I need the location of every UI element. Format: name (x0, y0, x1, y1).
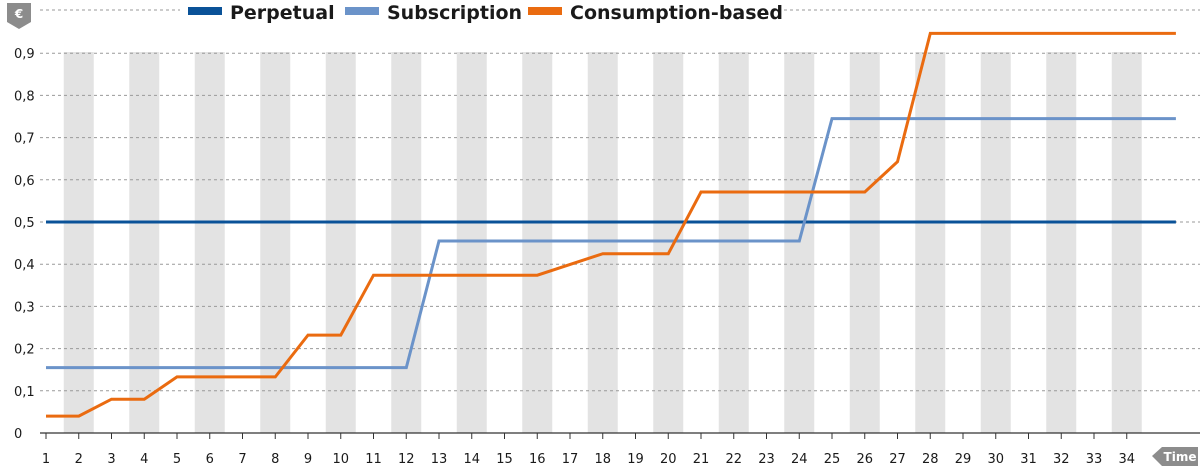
y-axis-ticks: 0 0,1 0,2 0,3 0,4 0,5 0,6 0,7 0,8 0,9 (14, 47, 35, 442)
x-tick-label: 27 (889, 452, 906, 467)
x-tick-label: 28 (922, 452, 939, 467)
x-tick-label: 33 (1086, 452, 1103, 467)
x-tick-label: 32 (1053, 452, 1070, 467)
band (63, 52, 94, 433)
y-tick-label: 0,5 (14, 216, 35, 231)
y-tick-label: 0,6 (14, 174, 35, 189)
legend-background (180, 0, 770, 24)
legend-swatch (188, 7, 222, 15)
x-tick-label: 20 (660, 452, 677, 467)
x-tick-label: 11 (365, 452, 382, 467)
x-tick-label: 18 (594, 452, 611, 467)
band (915, 52, 946, 433)
y-tick-label: 0,1 (14, 385, 35, 400)
x-tick-label: 30 (987, 452, 1004, 467)
x-tick-label: 4 (140, 452, 148, 467)
y-axis-label: € (14, 7, 23, 21)
series-line-consumption-based (46, 31, 1176, 418)
legend: Perpetual Subscription Consumption-based (180, 0, 783, 24)
x-tick-label: 10 (332, 452, 349, 467)
band (980, 52, 1011, 433)
band (325, 52, 356, 433)
x-tick-label: 16 (529, 452, 546, 467)
x-axis-time-badge: Time (1152, 447, 1198, 466)
x-tick-label: 1 (42, 452, 50, 467)
y-tick-label: 0,3 (14, 300, 35, 315)
x-tick-label: 31 (1020, 452, 1037, 467)
band (194, 52, 225, 433)
x-tick-label: 5 (173, 452, 181, 467)
x-tick-label: 24 (791, 452, 808, 467)
x-tick-label: 17 (562, 452, 579, 467)
x-tick-label: 9 (304, 452, 312, 467)
y-tick-label: 0 (14, 427, 22, 442)
x-tick-label: 22 (725, 452, 742, 467)
legend-label: Subscription (387, 2, 522, 24)
legend-label: Consumption-based (570, 2, 783, 24)
y-tick-label: 0,4 (14, 258, 35, 273)
legend-label: Perpetual (230, 2, 335, 24)
x-tick-label: 14 (463, 452, 480, 467)
band (849, 52, 880, 433)
series-line-subscription (46, 117, 1176, 370)
x-tick-label: 25 (824, 452, 841, 467)
band (129, 52, 160, 433)
x-tick-label: 8 (271, 452, 279, 467)
y-axis-unit-badge: € (7, 3, 31, 29)
x-tick-label: 15 (496, 452, 513, 467)
x-tick-label: 23 (758, 452, 775, 467)
series-lines (46, 31, 1176, 418)
x-tick-label: 13 (431, 452, 448, 467)
y-tick-label: 0,8 (14, 89, 35, 104)
band (391, 52, 422, 433)
x-tick-label: 26 (856, 452, 873, 467)
x-axis-label: Time (1164, 450, 1197, 464)
x-tick-label: 12 (398, 452, 415, 467)
x-tick-label: 21 (693, 452, 710, 467)
x-tick-label: 2 (75, 452, 83, 467)
x-tick-label: 19 (627, 452, 644, 467)
band (1046, 52, 1077, 433)
x-tick-label: 34 (1118, 452, 1135, 467)
x-tick-label: 3 (107, 452, 115, 467)
legend-swatch (345, 7, 379, 15)
x-axis: 1 2 3 4 5 6 7 8 9 10 11 12 13 14 15 16 17 18 19 20 21 22 23 24 2… (40, 432, 1200, 467)
band (260, 52, 291, 433)
x-tick-label: 7 (238, 452, 246, 467)
legend-swatch (528, 7, 562, 15)
y-tick-label: 0,7 (14, 132, 35, 147)
x-tick-label: 6 (206, 452, 214, 467)
y-tick-label: 0,2 (14, 343, 35, 358)
band (1111, 52, 1142, 433)
y-tick-label: 0,9 (14, 47, 35, 62)
x-tick-label: 29 (955, 452, 972, 467)
